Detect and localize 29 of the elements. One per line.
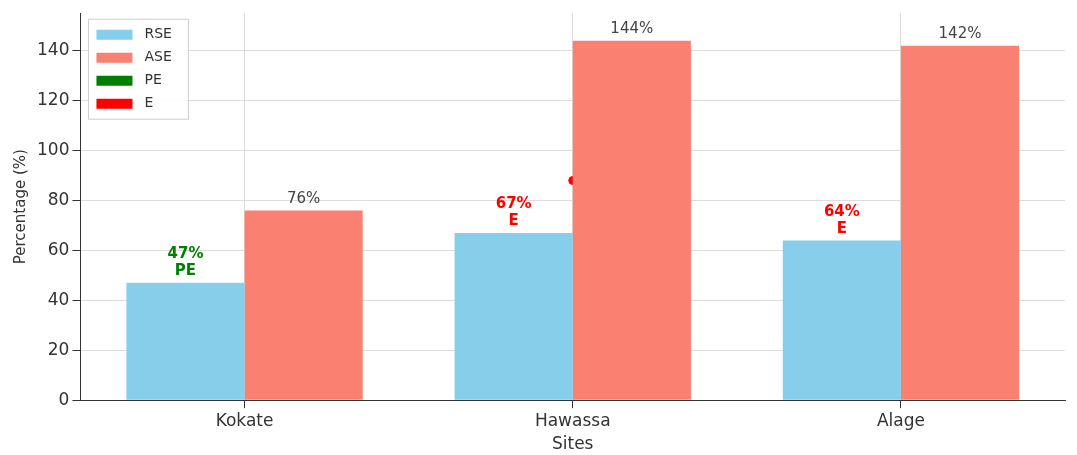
legend-label: ASE bbox=[144, 48, 172, 65]
legend-label: RSE bbox=[144, 25, 172, 42]
bar bbox=[782, 240, 901, 400]
legend-label: E bbox=[144, 94, 154, 111]
data-label: 142% bbox=[938, 24, 982, 43]
y-tick-label: 120 bbox=[36, 89, 70, 110]
x-tick-label: Alage bbox=[876, 409, 925, 430]
data-label: 64% E bbox=[823, 201, 860, 237]
x-tick-label: Kokate bbox=[215, 409, 274, 430]
y-tick-label: 100 bbox=[36, 138, 70, 159]
y-tick-label: 60 bbox=[47, 238, 70, 259]
data-label: 76% bbox=[286, 188, 321, 207]
y-axis-title: Percentage (%) bbox=[10, 149, 29, 265]
bar bbox=[454, 232, 573, 400]
x-axis-title: Sites bbox=[551, 433, 594, 454]
legend-label: PE bbox=[144, 71, 162, 88]
y-tick-label: 0 bbox=[58, 388, 70, 409]
data-label: 67% E bbox=[495, 194, 532, 230]
y-tick-label: 20 bbox=[47, 338, 70, 359]
bar bbox=[126, 282, 245, 400]
data-label: 47% PE bbox=[167, 244, 204, 280]
data-label: 144% bbox=[610, 19, 654, 38]
y-tick-label: 80 bbox=[47, 188, 70, 209]
bar bbox=[572, 40, 691, 400]
x-tick-label: Hawassa bbox=[534, 409, 611, 430]
bar bbox=[900, 45, 1020, 400]
y-tick-label: 40 bbox=[47, 288, 70, 309]
bar bbox=[244, 210, 363, 400]
y-tick-label: 140 bbox=[36, 39, 70, 60]
